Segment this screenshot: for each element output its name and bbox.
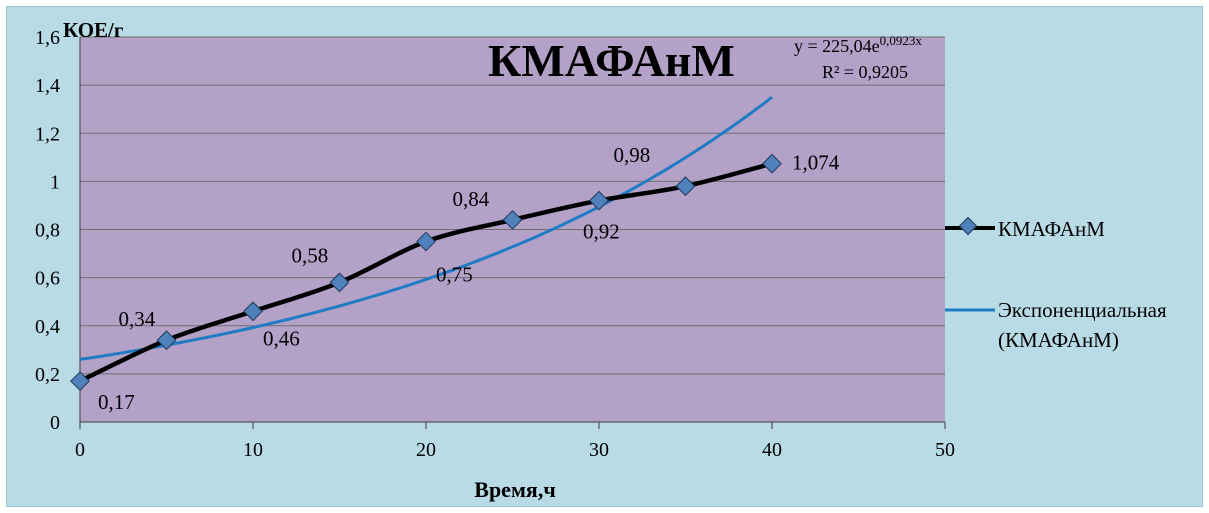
gridlines bbox=[80, 36, 945, 375]
data-label: 1,074 bbox=[792, 151, 840, 175]
y-axis-label: КОЕ/г bbox=[63, 18, 123, 42]
x-axis-label: Время,ч bbox=[474, 477, 555, 502]
x-tick-label: 10 bbox=[243, 439, 263, 461]
trendline bbox=[79, 96, 773, 361]
data-point-marker bbox=[502, 209, 523, 230]
x-tick-label: 0 bbox=[75, 439, 85, 461]
data-label: 0,34 bbox=[119, 307, 156, 331]
data-point-marker bbox=[589, 190, 609, 211]
series-group bbox=[70, 153, 782, 391]
data-label: 0,46 bbox=[263, 326, 300, 350]
data-label: 0,98 bbox=[614, 143, 651, 167]
y-tick-label: 0,2 bbox=[35, 364, 60, 386]
axes bbox=[79, 37, 946, 429]
data-labels: 0,17 0,34 0,46 0,58 0,75 0,84 0,92 0,98 1,074 bbox=[98, 143, 840, 414]
data-point-marker bbox=[675, 176, 696, 197]
y-tick-label: 1 bbox=[50, 171, 60, 193]
data-point-marker bbox=[416, 231, 436, 252]
x-tick-label: 20 bbox=[416, 439, 436, 461]
legend-series-label: КМАФАнМ bbox=[998, 217, 1105, 241]
data-point-marker bbox=[329, 272, 350, 293]
y-tick-label: 1,6 bbox=[35, 27, 60, 49]
equation-exponent: 0,0923x bbox=[880, 33, 923, 48]
data-label: 0,84 bbox=[453, 187, 490, 211]
trendline-group bbox=[79, 96, 773, 361]
legend-trend-label-line1: Экспоненциальная bbox=[998, 298, 1167, 322]
legend: КМАФАнМ Экспоненциальная (КМАФАнМ) bbox=[945, 216, 1167, 352]
data-label: 0,75 bbox=[436, 263, 473, 287]
y-tick-label: 0,8 bbox=[35, 220, 60, 242]
data-point-marker bbox=[156, 330, 177, 351]
y-tick-label: 1,2 bbox=[35, 123, 60, 145]
equation-base: y = 225,04e bbox=[794, 36, 880, 56]
data-label: 0,17 bbox=[98, 390, 135, 414]
y-tick-label: 1,4 bbox=[35, 75, 60, 97]
y-tick-label: 0,4 bbox=[35, 316, 60, 338]
x-tick-label: 40 bbox=[762, 439, 782, 461]
x-tick-labels: 0 10 20 30 40 50 bbox=[75, 439, 955, 461]
x-tick-label: 50 bbox=[935, 439, 955, 461]
trend-equation: y = 225,04e0,0923x bbox=[794, 33, 922, 56]
legend-trend-label-line2: (КМАФАнМ) bbox=[998, 328, 1119, 352]
legend-series-marker bbox=[958, 216, 978, 236]
data-label: 0,92 bbox=[583, 220, 620, 244]
r-squared: R² = 0,9205 bbox=[822, 62, 908, 82]
data-label: 0,58 bbox=[292, 243, 329, 267]
y-tick-label: 0,6 bbox=[35, 268, 60, 290]
y-tick-labels: 0 0,2 0,4 0,6 0,8 1 1,2 1,4 1,6 bbox=[35, 27, 60, 434]
data-point-marker bbox=[762, 153, 782, 174]
chart-title: КМАФАнМ bbox=[488, 35, 735, 86]
data-point-marker bbox=[243, 301, 263, 322]
data-point-marker bbox=[70, 371, 90, 391]
x-tick-label: 30 bbox=[589, 439, 609, 461]
y-tick-label: 0 bbox=[50, 412, 60, 434]
